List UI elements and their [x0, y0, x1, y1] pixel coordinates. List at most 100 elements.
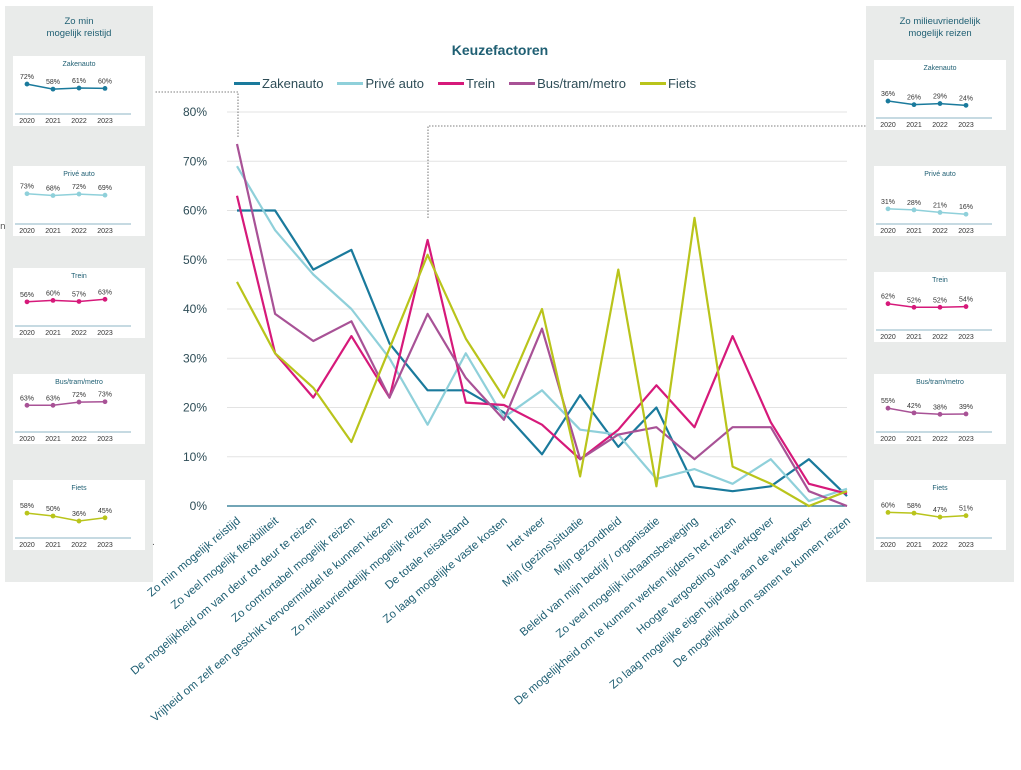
mini-point [50, 86, 56, 92]
mini-series-line [887, 302, 967, 309]
y-tick-label: 40% [183, 302, 207, 316]
mini-card-trein: Trein 56% 2020 60% 2021 57% 2022 63% 2023 [13, 268, 145, 338]
y-tick-label: 30% [183, 351, 207, 365]
mini-value-label: 52% [933, 297, 947, 304]
x-category-label: Beleid van mijn bedrijf / organisatie [518, 515, 662, 639]
mini-value-label: 54% [959, 297, 973, 304]
stray-dot: . [152, 538, 155, 548]
legend-label: Zakenauto [262, 76, 324, 91]
x-category-label: Zo milieuvriendelijk mogelijk reizen [290, 515, 434, 638]
mini-value-label: 45% [98, 508, 112, 515]
left-panel-title: Zo min mogelijk reistijd [5, 16, 153, 40]
mini-year-label: 2023 [958, 542, 974, 549]
mini-year-label: 2023 [958, 436, 974, 443]
mini-point [50, 193, 56, 198]
mini-point [76, 299, 82, 304]
mini-value-label: 63% [98, 289, 112, 296]
mini-point [911, 304, 917, 310]
mini-card-title: Bus/tram/metro [916, 379, 964, 386]
mini-year-label: 2023 [97, 228, 113, 235]
mini-point [24, 81, 30, 87]
mini-point [50, 402, 56, 408]
mini-year-label: 2020 [880, 436, 896, 443]
mini-card-bus-tram-metro: Bus/tram/metro 63% 2020 63% 2021 72% 2022 73% 20… [13, 374, 145, 444]
mini-value-label: 16% [959, 204, 973, 211]
mini-value-label: 68% [46, 186, 60, 193]
mini-series-line [26, 83, 106, 90]
mini-point [24, 191, 30, 197]
legend-item: Privé auto [337, 76, 424, 91]
mini-year-label: 2023 [97, 118, 113, 125]
mini-year-label: 2021 [906, 122, 922, 129]
mini-card-title: Privé auto [63, 171, 95, 178]
mini-year-label: 2021 [45, 118, 61, 125]
mini-chart: Trein 62% 2020 52% 2021 52% 2022 54% 2023 [876, 277, 992, 341]
mini-point [937, 210, 943, 215]
mini-value-label: 31% [881, 199, 895, 206]
mini-point [102, 399, 108, 405]
mini-value-label: 73% [20, 184, 34, 191]
series-line-zakenauto [237, 209, 848, 497]
mini-series-line [26, 298, 106, 303]
mini-value-label: 69% [98, 185, 112, 192]
stray-letter-n: n [0, 222, 6, 232]
mini-point [937, 101, 943, 106]
left-panel-title-line2: mogelijk reistijd [46, 28, 112, 39]
mini-card-title: Bus/tram/metro [55, 379, 103, 386]
mini-point [885, 98, 891, 104]
mini-chart: Trein 56% 2020 60% 2021 57% 2022 63% 2023 [15, 273, 131, 337]
mini-point [76, 518, 82, 524]
mini-value-label: 51% [959, 506, 973, 513]
mini-card-title: Trein [71, 273, 87, 280]
legend-label: Trein [465, 76, 496, 91]
mini-point [102, 192, 108, 198]
mini-point [911, 207, 917, 213]
mini-value-label: 36% [72, 511, 86, 518]
mini-point [885, 405, 891, 411]
mini-year-label: 2022 [71, 228, 87, 235]
y-tick-label: 20% [183, 401, 207, 415]
x-category-label: De mogelijkheid om samen te kunnen reize… [671, 515, 853, 670]
mini-year-label: 2020 [19, 436, 35, 443]
mini-value-label: 72% [20, 74, 34, 81]
mini-chart: Fiets 60% 2020 58% 2021 47% 2022 51% 2023 [876, 485, 992, 549]
mini-year-label: 2023 [958, 122, 974, 129]
mini-year-label: 2021 [45, 330, 61, 337]
mini-year-label: 2020 [19, 118, 35, 125]
mini-year-label: 2020 [19, 228, 35, 235]
mini-value-label: 28% [907, 200, 921, 207]
legend-swatch [234, 82, 260, 85]
mini-year-label: 2020 [880, 542, 896, 549]
legend-item: Bus/tram/metro [509, 76, 626, 91]
mini-point [937, 304, 943, 310]
series-line-priv-auto [236, 165, 848, 503]
mini-point [102, 515, 108, 521]
right-panel-title: Zo milieuvriendelijk mogelijk reizen [866, 16, 1014, 40]
mini-series-line [887, 511, 967, 518]
y-tick-label: 50% [183, 253, 207, 267]
mini-card-priv-auto: Privé auto 73% 2020 68% 2021 72% 2022 69% 2023 [13, 166, 145, 236]
mini-year-label: 2022 [71, 542, 87, 549]
mini-chart: Bus/tram/metro 55% 2020 42% 2021 38% 2022 39% 20… [876, 379, 992, 443]
mini-point [885, 206, 891, 212]
mini-card-title: Fiets [71, 485, 87, 492]
mini-card-title: Zakenauto [923, 65, 956, 72]
legend-label: Bus/tram/metro [537, 76, 626, 91]
mini-card-title: Zakenauto [62, 61, 95, 68]
mini-year-label: 2022 [932, 436, 948, 443]
mini-year-label: 2021 [906, 436, 922, 443]
mini-series-line [27, 400, 106, 407]
right-side-panel: Zo milieuvriendelijk mogelijk reizen Zak… [866, 6, 1014, 582]
mini-value-label: 29% [933, 94, 947, 101]
mini-card-trein: Trein 62% 2020 52% 2021 52% 2022 54% 2023 [874, 272, 1006, 342]
mini-year-label: 2023 [958, 228, 974, 235]
mini-year-label: 2020 [880, 334, 896, 341]
series-line-trein [235, 195, 848, 495]
legend-label: Fiets [667, 76, 697, 91]
legend-label: Privé auto [365, 76, 424, 91]
mini-chart: Bus/tram/metro 63% 2020 63% 2021 72% 2022 73% 20… [15, 379, 131, 443]
legend-swatch [437, 82, 464, 85]
y-tick-label: 0% [190, 499, 208, 513]
mini-year-label: 2022 [71, 118, 87, 125]
